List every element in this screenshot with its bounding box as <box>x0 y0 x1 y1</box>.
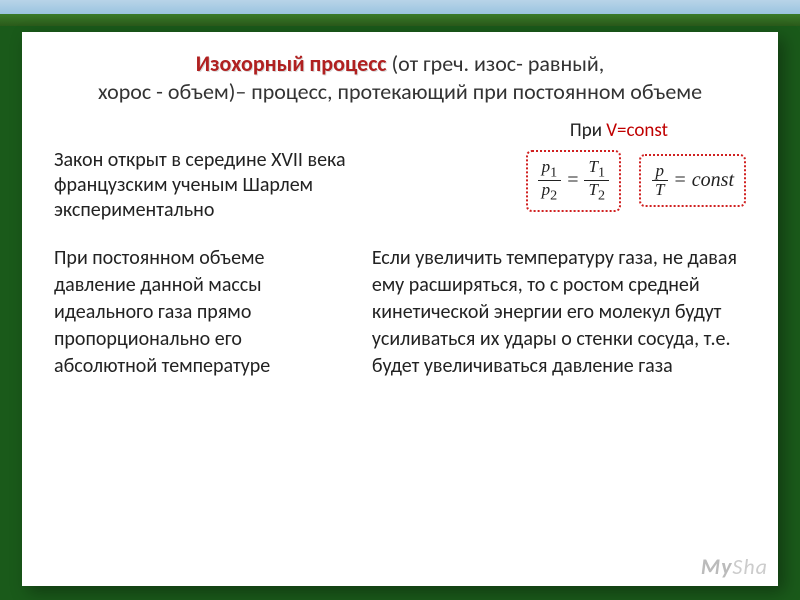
const-text: const <box>692 169 734 192</box>
title-line2: хорос - объем)– процесс, протекающий при… <box>98 78 702 105</box>
watermark-rest: Sha <box>732 553 768 580</box>
v-const-label: При V=const <box>54 119 746 142</box>
formula-const: p T = const <box>639 154 746 207</box>
slide-title: Изохорный процесс (от греч. изос- равный… <box>54 50 746 105</box>
right-paragraph: Если увеличить температуру газа, не дава… <box>372 245 746 380</box>
mid-row: Закон открыт в середине XVII века францу… <box>54 148 746 223</box>
frac-t1t2: T1 T2 <box>584 158 609 204</box>
title-keyword: Изохорный процесс <box>196 50 387 77</box>
eq2: = <box>675 169 686 192</box>
v-const-value: V=const <box>606 119 668 142</box>
grass-band <box>0 14 800 26</box>
formula-ratio: p1 p2 = T1 T2 <box>526 150 621 212</box>
frac-p1p2: p1 p2 <box>538 158 562 204</box>
bottom-row: При постоянном объеме давление данной ма… <box>54 245 746 380</box>
history-l3: экспериментально <box>54 198 508 223</box>
slide-card: Изохорный процесс (от греч. изос- равный… <box>22 32 778 586</box>
history-l1: Закон открыт в середине XVII века <box>54 148 508 173</box>
v-const-pre: При <box>570 119 606 142</box>
formulas: p1 p2 = T1 T2 p T = const <box>526 148 746 212</box>
left-paragraph: При постоянном объеме давление данной ма… <box>54 245 348 380</box>
watermark: MySha <box>701 553 768 580</box>
frac-pt: p T <box>651 162 668 199</box>
sky-band <box>0 0 800 14</box>
title-rest1: (от греч. изос- равный, <box>386 50 604 77</box>
history-text: Закон открыт в середине XVII века францу… <box>54 148 508 223</box>
history-l2: французским ученым Шарлем <box>54 173 508 198</box>
eq1: = <box>567 169 578 192</box>
watermark-bold: My <box>701 553 733 580</box>
